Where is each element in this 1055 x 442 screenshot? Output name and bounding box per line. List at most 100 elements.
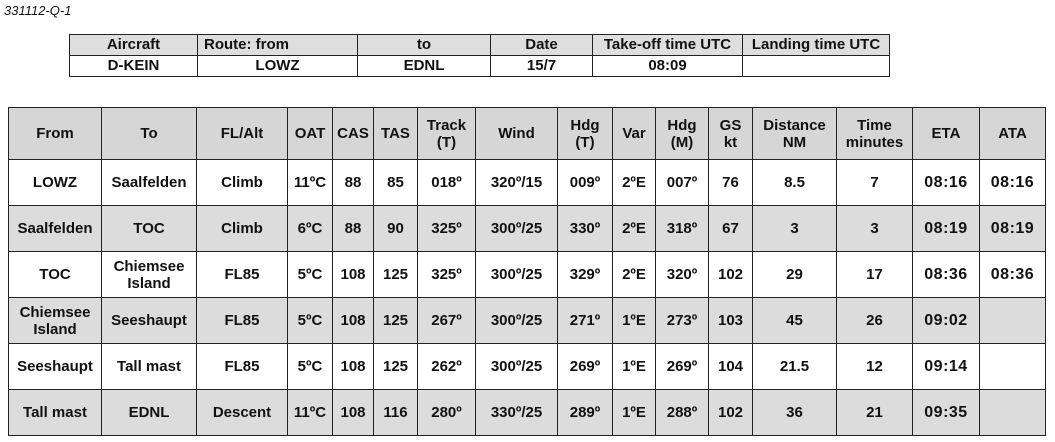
route-to-value: EDNL — [357, 55, 491, 77]
cell-value: FL85 — [224, 358, 260, 375]
table-cell: 330º — [557, 205, 613, 252]
column-header: Var — [612, 107, 656, 160]
cell-value: Saalfelden — [17, 220, 93, 237]
table-row: LOWZ Saalfelden Climb 11ºC 88 85 018º 320º/15 00… — [8, 159, 1046, 206]
cell-value: 6ºC — [297, 220, 323, 237]
column-header: TAS — [373, 107, 418, 160]
table-cell: 09:14 — [912, 343, 980, 390]
table-cell: 17 — [836, 251, 913, 298]
table-cell: 12 — [836, 343, 913, 390]
column-header: To — [101, 107, 197, 160]
table-cell: Descent — [196, 389, 288, 436]
cell-value: 325º — [431, 220, 462, 237]
column-header-label: Hdg (M) — [667, 116, 697, 151]
table-cell: 08:36 — [912, 251, 980, 298]
table-cell: 21 — [836, 389, 913, 436]
table-cell: 300º/25 — [475, 343, 558, 390]
table-cell: 273º — [655, 297, 709, 344]
column-header: Hdg (M) — [655, 107, 709, 160]
table-cell: Tall mast — [8, 389, 102, 436]
cell-value: 102 — [717, 266, 744, 283]
table-cell: 67 — [708, 205, 753, 252]
cell-value: 108 — [340, 266, 366, 283]
cell-value: 88 — [344, 174, 362, 191]
table-cell: 125 — [373, 251, 418, 298]
cell-value: 288º — [666, 404, 698, 421]
question-reference: 331112-Q-1 — [4, 3, 72, 18]
table-row: Seeshaupt Tall mast FL85 5ºC 108 125 262º 300º/… — [8, 343, 1046, 390]
table-cell: Chiemsee Island — [101, 251, 197, 298]
table-cell: 21.5 — [752, 343, 837, 390]
cell-value: Chiemsee Island — [113, 257, 185, 292]
table-row: Chiemsee Island Seeshaupt FL85 5ºC 108 125 267… — [8, 297, 1046, 344]
cell-value: 11ºC — [293, 404, 327, 421]
column-header: GS kt — [708, 107, 753, 160]
cell-value: 08:16 — [924, 174, 968, 191]
table-cell — [979, 297, 1046, 344]
table-cell: 108 — [332, 297, 374, 344]
table-cell: Saalfelden — [101, 159, 197, 206]
table-cell: TOC — [101, 205, 197, 252]
cell-value: 1ºE — [622, 404, 646, 421]
table-cell: Saalfelden — [8, 205, 102, 252]
table-cell: LOWZ — [8, 159, 102, 206]
cell-value: 271º — [569, 312, 601, 329]
cell-value: 09:02 — [924, 312, 968, 329]
table-cell: 45 — [752, 297, 837, 344]
cell-value: 90 — [387, 220, 404, 237]
table-cell: 103 — [708, 297, 753, 344]
cell-value: 08:36 — [990, 266, 1035, 283]
cell-value: 007º — [666, 174, 698, 191]
table-cell: FL85 — [196, 251, 288, 298]
table-cell: Tall mast — [101, 343, 197, 390]
table-cell: 88 — [332, 159, 374, 206]
table-cell: 08:19 — [979, 205, 1046, 252]
column-header-label: To — [140, 125, 158, 142]
cell-value: 273º — [666, 312, 698, 329]
table-cell: Seeshaupt — [101, 297, 197, 344]
cell-value: 2ºE — [622, 220, 646, 237]
table-cell — [979, 389, 1046, 436]
column-header-label: Track (T) — [426, 116, 467, 151]
table-cell: 267º — [417, 297, 476, 344]
table-cell: 125 — [373, 297, 418, 344]
cell-value: 108 — [340, 358, 366, 375]
table-cell: 108 — [332, 343, 374, 390]
cell-value: 08:16 — [990, 174, 1035, 191]
column-header: From — [8, 107, 102, 160]
table-cell: 08:16 — [912, 159, 980, 206]
cell-value: 108 — [340, 404, 366, 421]
table-cell: 5ºC — [287, 297, 333, 344]
table-cell: 08:16 — [979, 159, 1046, 206]
cell-value: 320º/15 — [490, 174, 543, 191]
cell-value: 325º — [431, 266, 462, 283]
cell-value: 125 — [382, 266, 409, 283]
column-header: Track (T) — [417, 107, 476, 160]
route-to-label: to — [357, 34, 491, 56]
date-value: 15/7 — [490, 55, 593, 77]
cell-value: EDNL — [128, 404, 170, 421]
cell-value: TOC — [39, 266, 71, 283]
landing-value — [742, 55, 890, 77]
table-cell: 125 — [373, 343, 418, 390]
cell-value: 289º — [569, 404, 601, 421]
cell-value: 08:19 — [924, 220, 968, 237]
column-header-label: Distance NM — [763, 116, 826, 151]
table-cell: 09:35 — [912, 389, 980, 436]
table-cell: 271º — [557, 297, 613, 344]
cell-value: 08:36 — [924, 266, 968, 283]
table-cell: 269º — [557, 343, 613, 390]
log-header-row: From To FL/Alt OAT CAS TAS Track (T) Wind Hdg (T… — [8, 107, 1046, 160]
column-header: CAS — [332, 107, 374, 160]
table-cell: 300º/25 — [475, 205, 558, 252]
cell-value: 3 — [870, 220, 879, 237]
cell-value: 300º/25 — [490, 358, 543, 375]
table-cell: 8.5 — [752, 159, 837, 206]
cell-value: 267º — [431, 312, 462, 329]
table-cell: 289º — [557, 389, 613, 436]
table-cell: 90 — [373, 205, 418, 252]
column-header: OAT — [287, 107, 333, 160]
cell-value: 3 — [790, 220, 799, 237]
column-header-label: From — [36, 125, 74, 142]
table-cell: 85 — [373, 159, 418, 206]
